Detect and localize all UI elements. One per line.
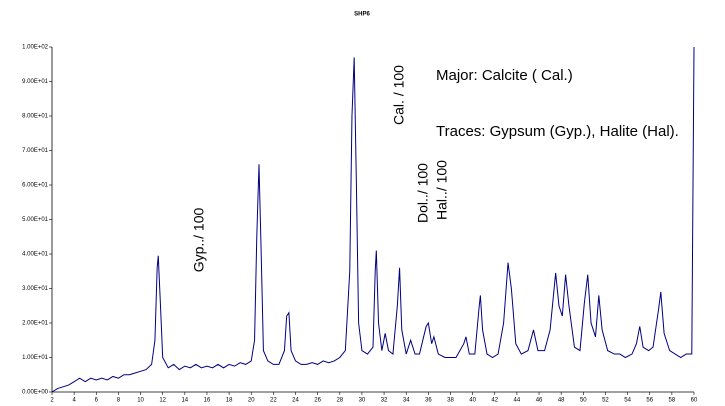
annotation: Major: Calcite ( Cal.) [436, 67, 573, 84]
y-tick-label: 9.00E+01 [22, 79, 49, 85]
x-tick-label: 54 [624, 398, 631, 404]
y-tick-label: 5.00E+01 [22, 217, 49, 223]
x-tick-label: 6 [95, 398, 99, 404]
x-tick-label: 22 [270, 398, 277, 404]
x-tick-label: 58 [669, 398, 676, 404]
annotation: Hal../ 100 [434, 160, 450, 220]
x-tick-label: 4 [72, 398, 76, 404]
x-tick-label: 8 [117, 398, 121, 404]
x-tick-label: 38 [447, 398, 454, 404]
y-tick-label: 7.00E+01 [22, 148, 49, 154]
y-tick-label: 8.00E+01 [22, 114, 49, 120]
y-tick-label: 3.00E+01 [22, 286, 49, 292]
x-tick-label: 46 [536, 398, 543, 404]
y-tick-label: 4.00E+01 [22, 252, 49, 258]
x-tick-label: 2 [50, 398, 54, 404]
x-tick-label: 56 [646, 398, 653, 404]
x-tick-label: 18 [226, 398, 233, 404]
y-tick-label: 0.00E+00 [22, 390, 49, 396]
x-tick-label: 44 [514, 398, 521, 404]
x-tick-label: 10 [137, 398, 144, 404]
x-tick-label: 16 [204, 398, 211, 404]
x-tick-label: 30 [359, 398, 366, 404]
x-tick-label: 34 [403, 398, 410, 404]
x-tick-label: 24 [292, 398, 299, 404]
x-tick-label: 26 [314, 398, 321, 404]
x-tick-label: 40 [469, 398, 476, 404]
x-tick-label: 20 [248, 398, 255, 404]
annotation: Traces: Gypsum (Gyp.), Halite (Hal). [436, 123, 679, 140]
annotation: Cal. / 100 [391, 65, 407, 125]
x-tick-label: 14 [181, 398, 188, 404]
x-tick-label: 32 [381, 398, 388, 404]
x-tick-label: 48 [558, 398, 565, 404]
x-tick-label: 28 [336, 398, 343, 404]
y-tick-label: 1.00E+02 [22, 45, 49, 51]
x-tick-label: 42 [491, 398, 498, 404]
chart-title: SHP6 [354, 12, 370, 18]
annotation: Gyp../ 100 [191, 207, 207, 272]
x-tick-label: 52 [602, 398, 609, 404]
data-line [51, 46, 695, 393]
annotation: Dol../ 100 [415, 163, 431, 223]
y-tick-label: 2.00E+01 [22, 321, 49, 327]
x-tick-label: 50 [580, 398, 587, 404]
x-tick-label: 36 [425, 398, 432, 404]
x-tick-label: 60 [691, 398, 698, 404]
y-tick-label: 6.00E+01 [22, 183, 49, 189]
x-tick-label: 12 [159, 398, 166, 404]
y-tick-label: 1.00E+01 [22, 355, 49, 361]
